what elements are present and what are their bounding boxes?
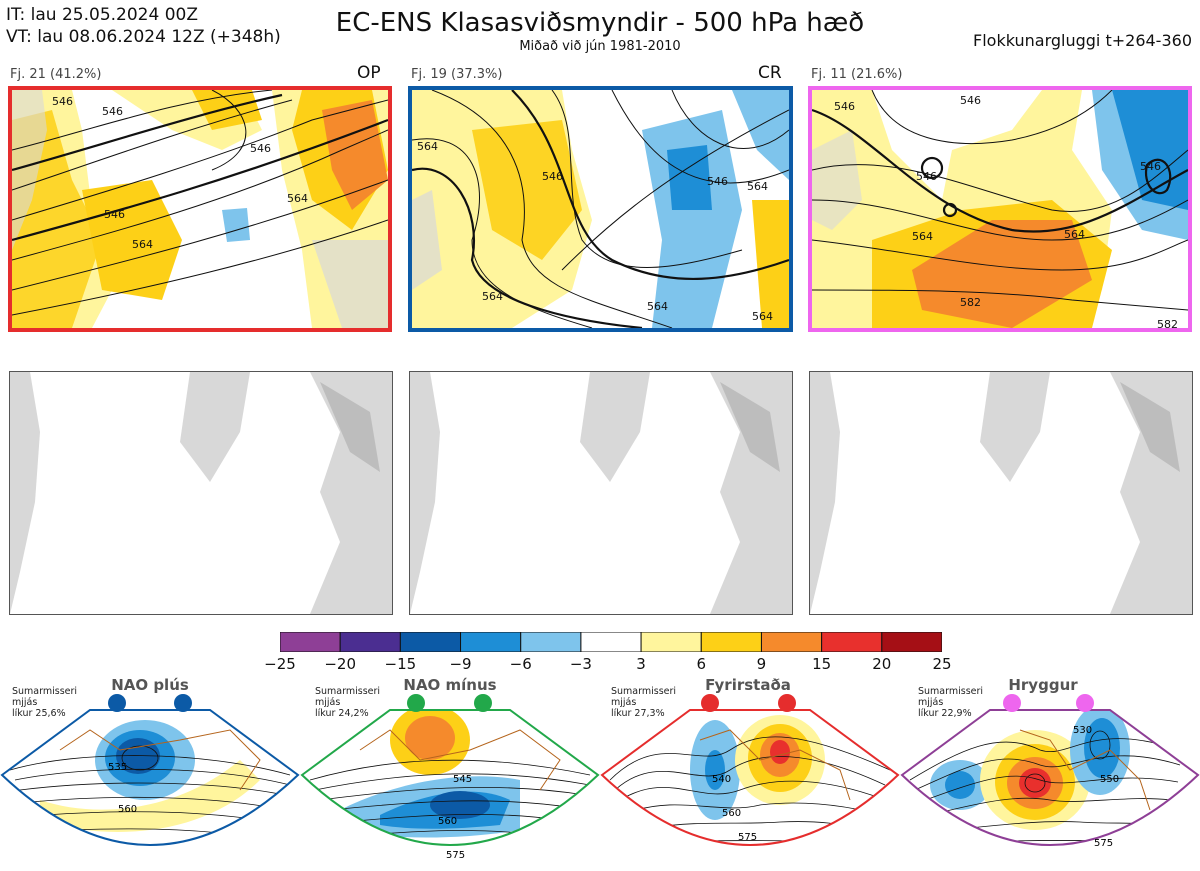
base-map-3 — [809, 371, 1193, 615]
regime-3-label: 540 — [712, 774, 731, 785]
valid-time: VT: lau 08.06.2024 12Z (+348h) — [6, 27, 281, 47]
colorbar-swatch — [821, 631, 883, 653]
colorbar-swatch — [760, 631, 823, 653]
contour-label: 546 — [542, 170, 563, 183]
regime-1-info: Sumarmisseri mjjás líkur 25,6% — [12, 686, 78, 719]
contour-label: 582 — [960, 296, 981, 309]
colorbar-tick-label: 20 — [872, 655, 892, 673]
contour-label: 546 — [916, 170, 937, 183]
contour-label: 564 — [752, 310, 773, 323]
contour-label: 564 — [647, 300, 668, 313]
colorbar-tick-label: −15 — [384, 655, 417, 673]
regime-3-dot — [778, 694, 796, 712]
regime-3-title: Fyrirstaða — [705, 676, 791, 694]
regime-1-title: NAO plús — [111, 676, 189, 694]
contour-label: 564 — [132, 238, 153, 251]
contour-label: 546 — [960, 94, 981, 107]
header-times: IT: lau 25.05.2024 00Z VT: lau 08.06.202… — [6, 4, 281, 48]
regime-4-label: 530 — [1073, 725, 1092, 736]
regime-2-label: 560 — [438, 816, 457, 827]
regime-3-label: 575 — [738, 832, 757, 843]
classification-window: Flokkunargluggi t+264-360 — [973, 31, 1192, 50]
contour-label: 564 — [747, 180, 768, 193]
contour-label: 564 — [417, 140, 438, 153]
regime-2-dot — [407, 694, 425, 712]
colorbar-tick-label: 6 — [696, 655, 707, 673]
contour-label: 546 — [102, 105, 123, 118]
colorbar-swatch — [279, 631, 341, 653]
colorbar-swatch — [881, 631, 943, 653]
contour-label: 564 — [1064, 228, 1085, 241]
regime-4-dot — [1076, 694, 1094, 712]
contour-label: 546 — [250, 142, 271, 155]
cluster-2-tag: CR — [758, 63, 782, 83]
colorbar-swatch — [339, 631, 401, 653]
contour-label: 546 — [104, 208, 125, 221]
colorbar-swatch — [640, 631, 702, 653]
colorbar-tick-label: −20 — [324, 655, 356, 673]
colorbar-tick-label: −9 — [449, 655, 472, 673]
regime-2-dot — [474, 694, 492, 712]
contour-label: 546 — [834, 100, 855, 113]
cluster-2-map: 546 564 546 564 564 564 564 — [408, 86, 793, 332]
contour-label: 582 — [1157, 318, 1178, 328]
regime-maps: 535 560 545 560 575 — [0, 694, 1200, 861]
regime-3-label: 560 — [722, 808, 741, 819]
colorbar-tick-label: −6 — [509, 655, 532, 673]
regime-1-label: 560 — [118, 804, 137, 815]
regime-3-dot — [701, 694, 719, 712]
cluster-3-label: Fj. 11 (21.6%) — [811, 67, 903, 82]
colorbar-tick-label: 25 — [932, 655, 952, 673]
regime-2-info: Sumarmisseri mjjás líkur 24,2% — [315, 686, 381, 719]
contour-label: 546 — [1140, 160, 1161, 173]
base-map-2 — [409, 371, 793, 615]
page-title: EC-ENS Klasasviðsmyndir - 500 hPa hæð — [335, 8, 865, 38]
colorbar-tick-label: −3 — [569, 655, 592, 673]
cluster-3-map: 546 546 546 564 564 582 546 582 — [808, 86, 1192, 332]
regime-1-dot — [174, 694, 192, 712]
colorbar-swatch — [580, 631, 642, 653]
regime-4-label: 575 — [1094, 838, 1113, 849]
cluster-2-label: Fj. 19 (37.3%) — [411, 67, 503, 82]
regime-4-info: Sumarmisseri mjjás líkur 22,9% — [918, 686, 984, 719]
colorbar-swatch — [399, 631, 462, 653]
regime-1-dot — [108, 694, 126, 712]
cluster-1-label: Fj. 21 (41.2%) — [10, 67, 102, 82]
colorbar-swatch — [460, 631, 522, 653]
contour-label: 564 — [482, 290, 503, 303]
base-map-1 — [9, 371, 393, 615]
colorbar-swatch — [700, 631, 762, 653]
regime-1-label: 535 — [108, 762, 127, 773]
init-time: IT: lau 25.05.2024 00Z — [6, 5, 198, 25]
contour-label: 546 — [52, 95, 73, 108]
colorbar-tick-label: −25 — [264, 655, 296, 673]
contour-label: 564 — [912, 230, 933, 243]
cluster-1-tag: OP — [357, 63, 381, 83]
colorbar-tick-label: 3 — [636, 655, 646, 673]
regime-4-label: 550 — [1100, 774, 1119, 785]
colorbar — [279, 631, 943, 653]
page-subtitle: Miðað við jún 1981-2010 — [519, 39, 681, 54]
cluster-1-map: 546 546 546 564 564 546 — [8, 86, 392, 332]
colorbar-tick-label: 9 — [756, 655, 767, 673]
regime-2-label: 545 — [453, 774, 472, 785]
regime-4-title: Hryggur — [1008, 676, 1078, 694]
regime-3-info: Sumarmisseri mjjás líkur 27,3% — [611, 686, 677, 719]
colorbar-tick-label: 15 — [812, 655, 832, 673]
contour-label: 546 — [707, 175, 728, 188]
contour-label: 564 — [287, 192, 308, 205]
regime-2-label: 575 — [446, 850, 465, 861]
colorbar-swatch — [520, 631, 582, 653]
regime-4-dot — [1003, 694, 1021, 712]
regime-2-title: NAO mínus — [403, 676, 497, 694]
